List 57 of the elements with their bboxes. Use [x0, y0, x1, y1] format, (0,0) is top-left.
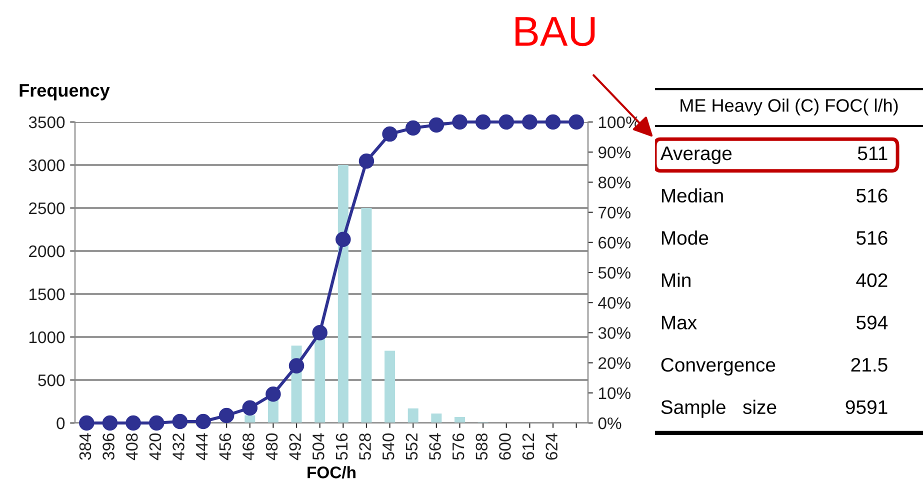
y-axis-title: Frequency	[20, 84, 110, 100]
y-tick-label: 1000	[29, 331, 65, 344]
x-tick-label: 480	[266, 433, 278, 460]
text: ME Heavy Oil (C) FOC( l/h)	[680, 98, 898, 116]
data-label: 516	[856, 188, 888, 203]
y2-tick-label: 50%	[598, 266, 630, 279]
x-tick-label: 432	[172, 434, 184, 460]
x-tick-label: 492	[289, 434, 301, 460]
x-tick-label: 552	[406, 434, 418, 460]
y-tick-label: 3000	[28, 159, 65, 172]
y2-tick-label: 40%	[598, 297, 630, 309]
y2-tick-label: 0%	[598, 417, 622, 430]
y2-tick-label: 70%	[598, 206, 630, 219]
x-tick-label: 564	[429, 433, 441, 460]
x-tick-label: 540	[382, 433, 394, 460]
x-tick-label: 468	[242, 433, 254, 460]
y2-tick-label: 10%	[598, 387, 630, 400]
y2-tick-label: 60%	[598, 236, 630, 249]
data-label: 402	[856, 273, 888, 288]
y2-tick-label: 30%	[598, 327, 630, 339]
y-tick-label: 0	[56, 417, 65, 430]
category-label: Average	[660, 146, 732, 164]
y-tick-label: 1500	[29, 288, 65, 300]
x-tick-label: 396	[102, 433, 114, 460]
category-label: Median	[662, 188, 723, 203]
y-tick-label: 2000	[29, 245, 65, 258]
x-tick-label: 444	[196, 433, 208, 460]
y-tick-label: 500	[38, 374, 65, 386]
category-label: Mode	[662, 230, 708, 245]
category-label: Sample size	[661, 400, 776, 418]
data-label: 516	[856, 231, 888, 245]
y-tick-label: 2500	[29, 202, 65, 214]
x-tick-label: 456	[219, 433, 232, 460]
x-tick-label: 600	[499, 433, 511, 460]
data-label: 594	[856, 316, 888, 330]
category-label: Convergence	[661, 358, 776, 376]
text: BAU	[516, 17, 595, 46]
x-tick-label: 588	[476, 433, 488, 460]
x-tick-label: 516	[336, 433, 348, 460]
x-tick-label: 420	[149, 433, 162, 460]
x-tick-label: 408	[126, 433, 138, 460]
x-tick-label: 528	[359, 433, 371, 460]
category-label: Max	[662, 316, 697, 330]
y2-tick-label: 80%	[598, 176, 630, 188]
x-axis-title: FOC/h	[308, 466, 356, 478]
x-tick-label: 612	[522, 434, 534, 460]
data-label: 21.5	[851, 358, 888, 372]
data-label: 511	[858, 146, 888, 160]
y2-tick-label: 20%	[598, 357, 630, 370]
x-tick-label: 624	[546, 433, 558, 460]
data-label: 9591	[846, 400, 888, 414]
x-tick-label: 504	[312, 433, 324, 460]
category-label: Min	[662, 272, 690, 287]
y-tick-label: 3500	[28, 116, 65, 128]
y2-tick-label: 90%	[598, 146, 630, 158]
x-tick-label: 576	[452, 433, 464, 460]
x-tick-label: 384	[79, 433, 92, 460]
